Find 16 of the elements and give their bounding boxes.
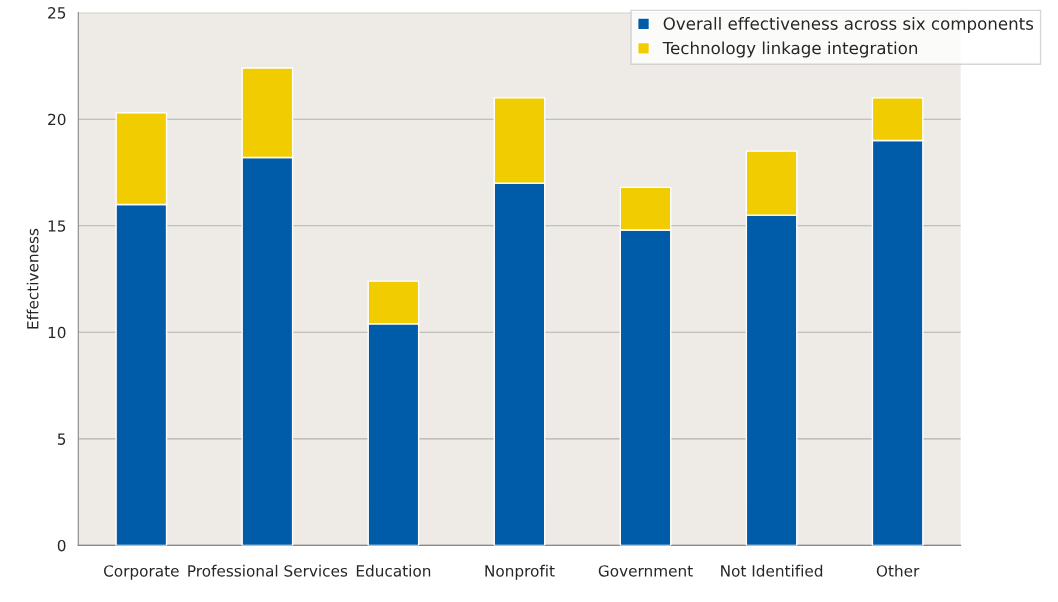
y-tick-label: 10 [48, 326, 66, 339]
legend-label: Technology linkage integration [662, 41, 918, 58]
legend-label: Overall effectiveness across six components [663, 16, 1034, 34]
x-tick-label: Education [356, 564, 431, 577]
x-tick-label: Government [598, 565, 693, 577]
y-tick-label: 5 [57, 433, 66, 445]
x-tick-label: Nonprofit [485, 564, 555, 580]
y-tick-label: 15 [48, 220, 66, 232]
x-tick-label: Other [876, 564, 920, 577]
x-tick-label: Not Identified [721, 564, 823, 577]
x-tick-label: Corporate [103, 565, 179, 580]
y-tick-label: 25 [48, 7, 66, 19]
y-tick-label: 20 [48, 113, 66, 126]
y-tick-label: 0 [57, 539, 66, 552]
x-tick-label: Professional Services [188, 564, 348, 577]
y-axis-title: Effectiveness [26, 228, 39, 329]
